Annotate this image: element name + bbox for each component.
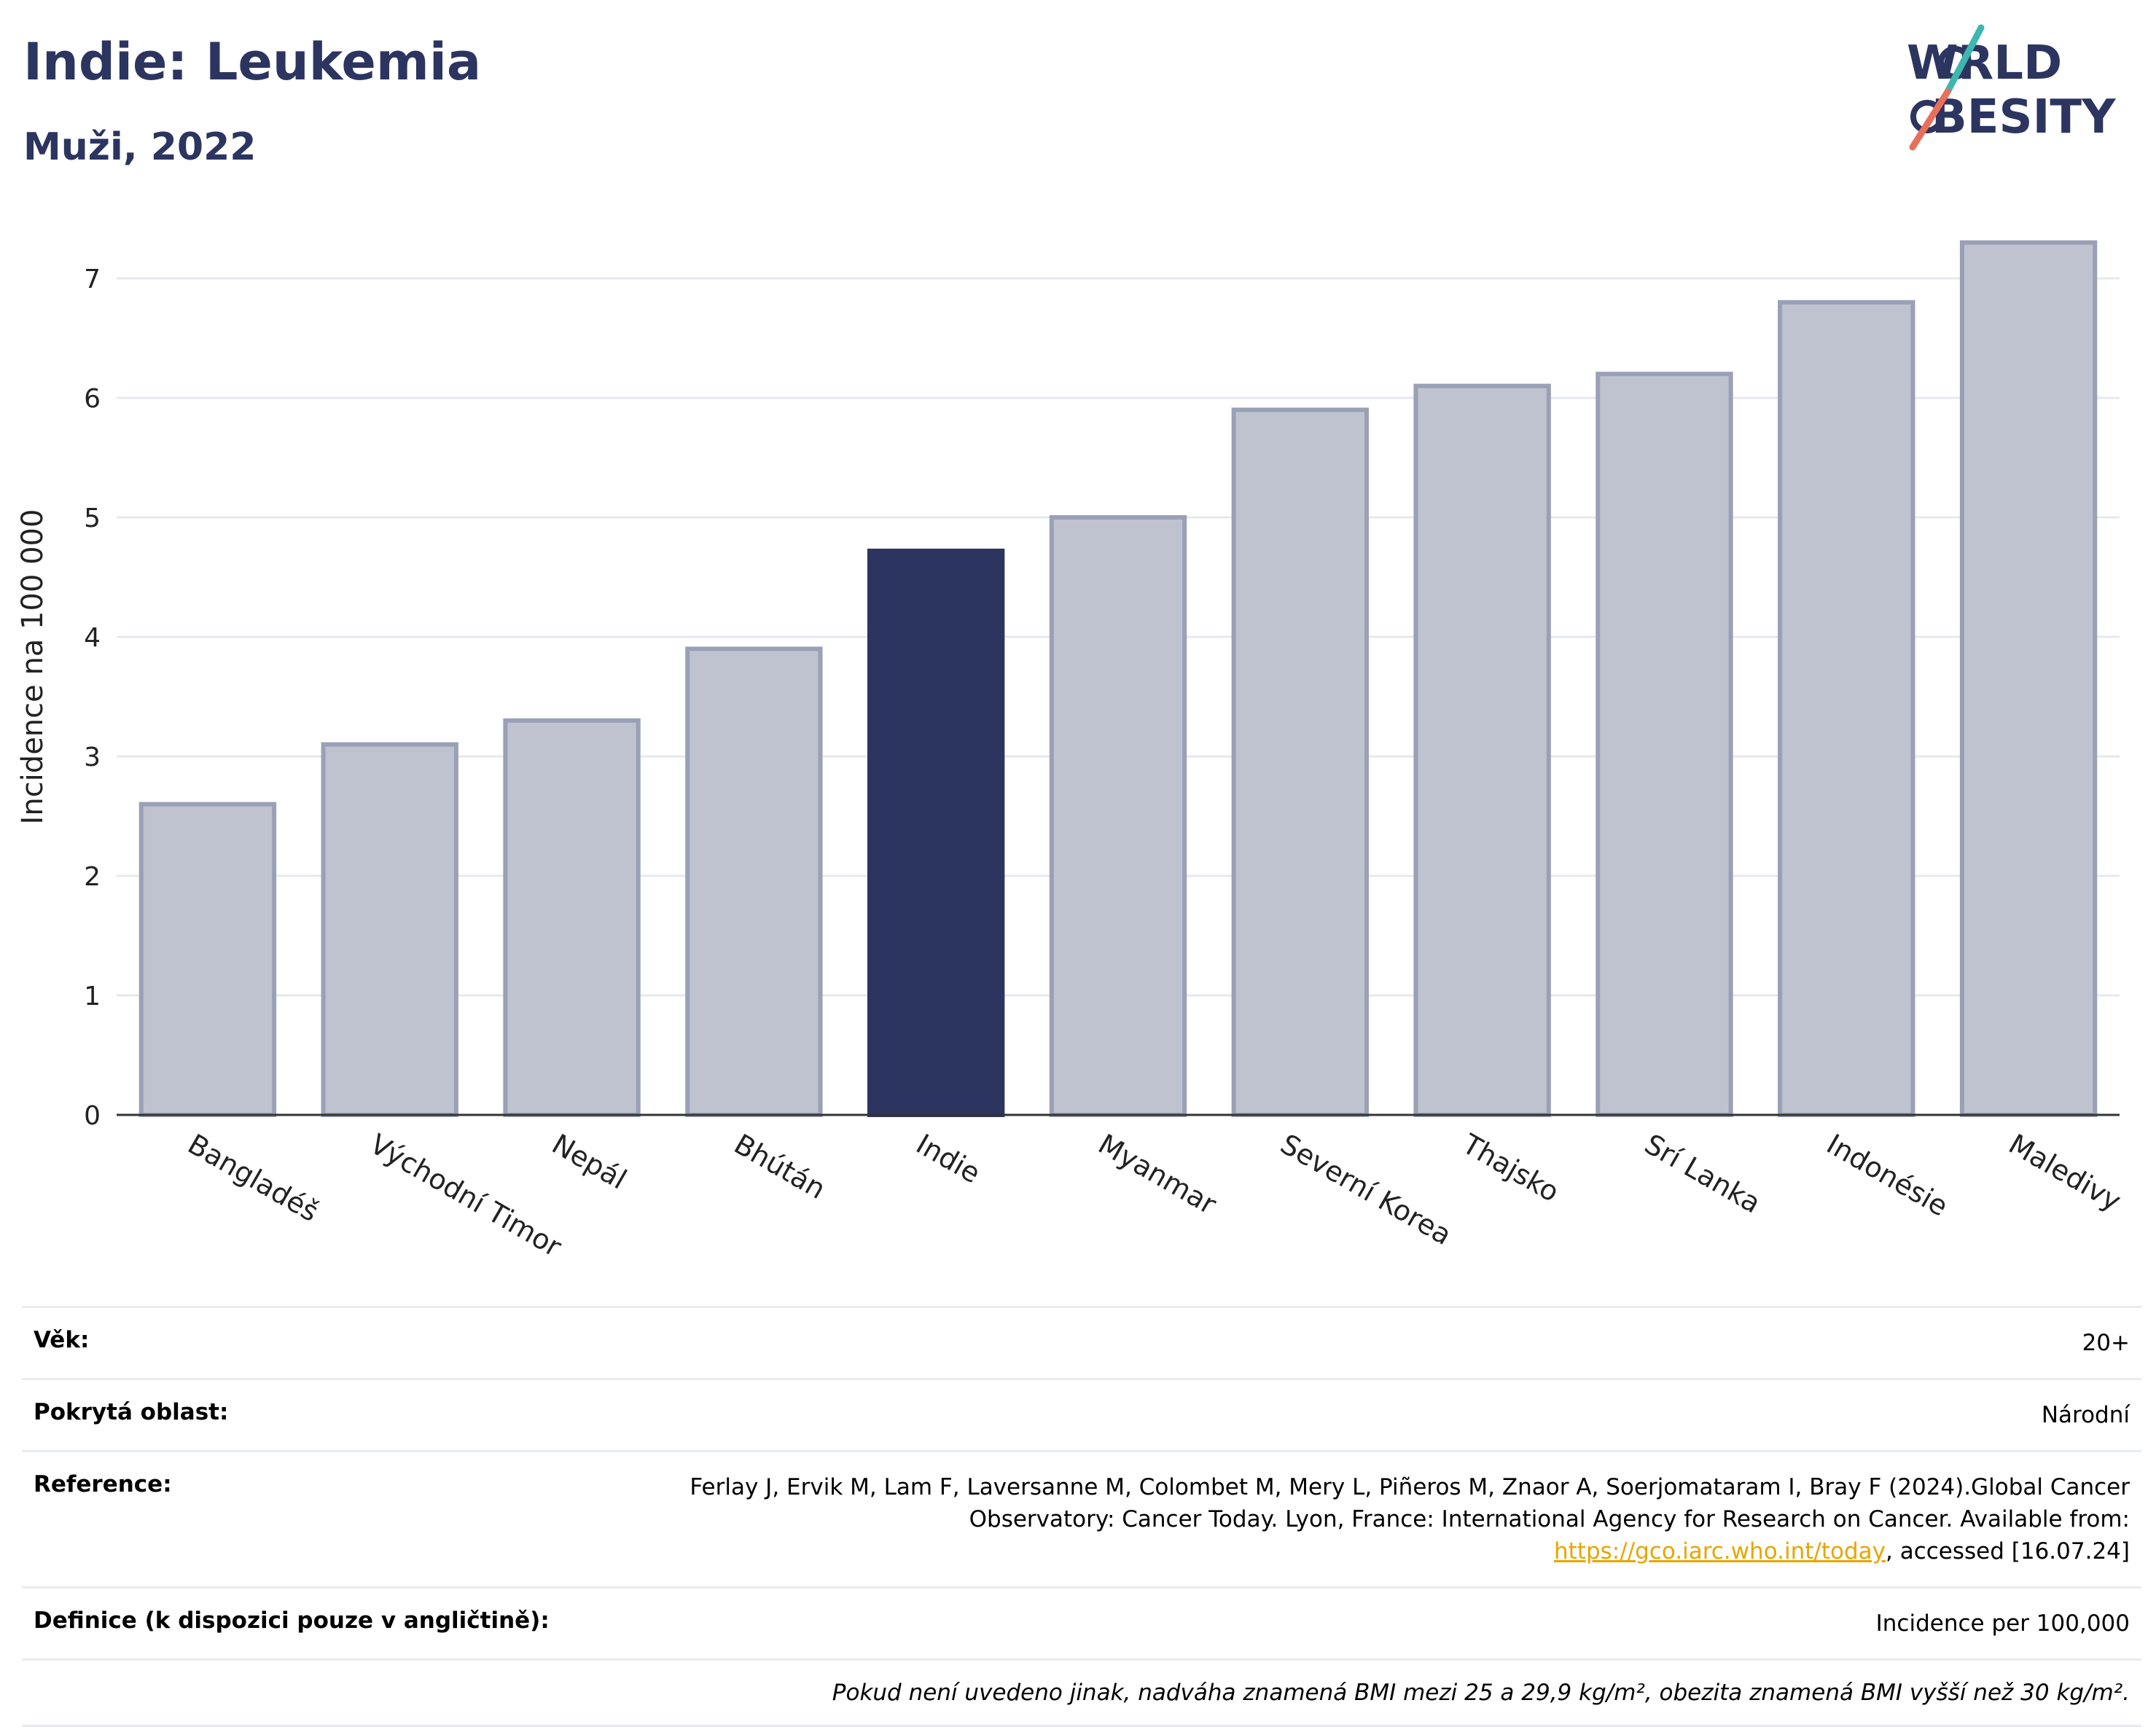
x-tick-label: Thajsko <box>1456 1127 1564 1208</box>
x-tick-label: Myanmar <box>1093 1128 1222 1221</box>
x-tick-label: Maledivy <box>2004 1128 2127 1218</box>
bars <box>138 240 2098 1117</box>
info-label: Věk: <box>34 1327 90 1353</box>
info-row-note: Pokud není uvedeno jinak, nadváha znamen… <box>22 1659 2141 1727</box>
y-tick-label: 7 <box>84 265 101 294</box>
info-row-age: Věk: 20+ <box>22 1306 2141 1378</box>
x-tick-label: Východní Timor <box>364 1128 567 1264</box>
bar-severní-korea <box>1231 407 1370 1117</box>
y-tick-label: 5 <box>84 504 101 533</box>
y-tick-label: 0 <box>84 1101 101 1131</box>
y-tick-label: 6 <box>84 384 101 414</box>
info-row-definition: Definice (k dispozici pouze v angličtině… <box>22 1586 2141 1659</box>
x-tick-label: Indie <box>911 1128 986 1190</box>
info-row-coverage: Pokrytá oblast: Národní <box>22 1378 2141 1450</box>
x-tick-label: Nepál <box>547 1128 632 1196</box>
reference-link[interactable]: https://gco.iarc.who.int/today <box>1554 1538 1886 1565</box>
bmi-note: Pokud není uvedeno jinak, nadváha znamen… <box>832 1680 2130 1707</box>
info-label: Pokrytá oblast: <box>34 1399 229 1426</box>
info-table: Věk: 20+ Pokrytá oblast: Národní Referen… <box>22 1306 2141 1727</box>
page-subtitle: Muži, 2022 <box>23 125 257 169</box>
y-axis-label: Incidence na 100 000 <box>16 509 50 825</box>
x-tick-label: Bangladéš <box>182 1128 324 1228</box>
info-value: Ferlay J, Ervik M, Lam F, Laversanne M, … <box>636 1471 2130 1567</box>
x-tick-label: Bhútán <box>729 1128 831 1205</box>
bar-nepál <box>503 718 641 1117</box>
y-tick-label: 3 <box>84 743 101 772</box>
y-axis-ticks: 0 1 2 3 4 5 6 7 <box>84 265 101 1131</box>
svg-text:BESITY: BESITY <box>1932 90 2116 144</box>
info-value: Incidence per 100,000 <box>1875 1610 2130 1637</box>
bar-východní-timor <box>321 742 458 1117</box>
bar-maledivy <box>1959 240 2098 1117</box>
info-row-reference: Reference: Ferlay J, Ervik M, Lam F, Lav… <box>22 1450 2141 1586</box>
bar-indonésie <box>1778 299 1915 1117</box>
x-tick-label: Srí Lanka <box>1639 1128 1766 1220</box>
bar-bangladéš <box>138 802 277 1117</box>
bar-thajsko <box>1413 383 1551 1117</box>
bar-indie <box>867 548 1005 1117</box>
y-tick-label: 4 <box>84 623 101 653</box>
info-value: 20+ <box>2082 1330 2130 1356</box>
reference-suffix: , accessed [16.07.24] <box>1885 1538 2130 1565</box>
y-tick-label: 2 <box>84 862 101 892</box>
info-label: Reference: <box>34 1471 172 1498</box>
reference-text: Ferlay J, Ervik M, Lam F, Laversanne M, … <box>690 1474 2130 1533</box>
bar-bhútán <box>685 646 823 1117</box>
info-label: Definice (k dispozici pouze v angličtině… <box>34 1607 550 1634</box>
x-tick-label: Severní Korea <box>1275 1128 1457 1251</box>
page-title: Indie: Leukemia <box>23 32 482 92</box>
x-tick-label: Indonésie <box>1821 1128 1953 1223</box>
world-obesity-logo: W RLD BESITY <box>1907 24 2116 151</box>
bar-srí-lanka <box>1595 372 1733 1117</box>
y-tick-label: 1 <box>84 982 101 1011</box>
bar-myanmar <box>1049 515 1187 1117</box>
info-value: Národní <box>2041 1402 2130 1429</box>
